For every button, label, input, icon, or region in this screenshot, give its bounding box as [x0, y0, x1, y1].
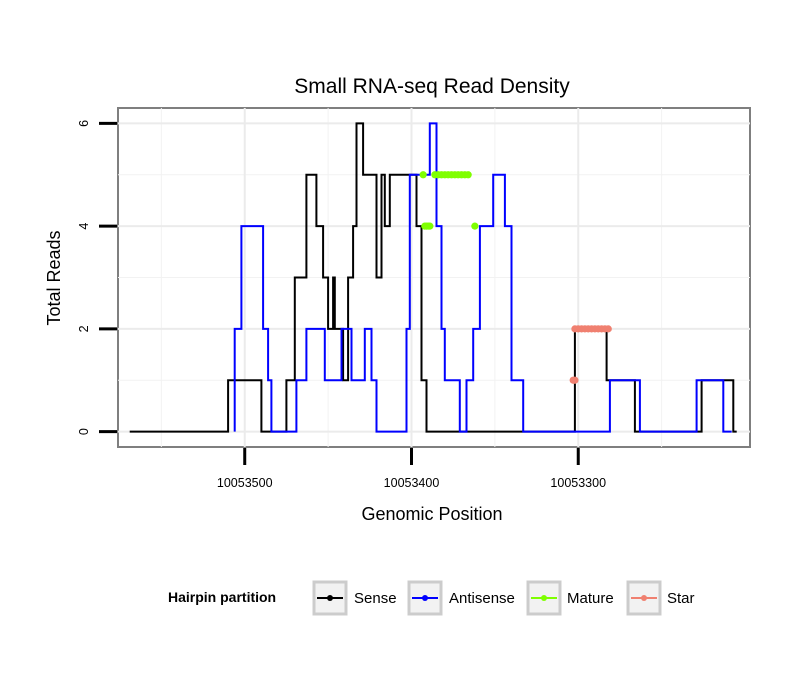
mature-point — [471, 222, 479, 230]
legend-label-star: Star — [667, 590, 695, 607]
grid-lines — [118, 108, 750, 447]
legend-label-sense: Sense — [354, 590, 397, 607]
series-points — [419, 171, 612, 384]
legend-dot-sense — [327, 595, 333, 601]
legend: Hairpin partition Sense Antisense Mature… — [168, 580, 695, 616]
y-axis-title: Total Reads — [44, 230, 64, 325]
star-point — [604, 325, 612, 333]
y-tick-label: 6 — [77, 120, 91, 127]
x-axis-title: Genomic Position — [361, 504, 502, 524]
series-line-antisense — [233, 122, 732, 433]
legend-label-antisense: Antisense — [449, 590, 515, 607]
y-tick-label: 2 — [77, 325, 91, 332]
y-tick-label: 0 — [77, 428, 91, 435]
chart-title: Small RNA-seq Read Density — [294, 75, 570, 98]
x-tick-label: 10053300 — [550, 476, 606, 490]
mature-point — [464, 171, 472, 179]
axes: 0 2 4 6 10053500 10053400 10053300 — [77, 120, 606, 490]
legend-dot-mature — [541, 595, 547, 601]
series-line-sense — [129, 122, 737, 433]
series-lines — [129, 122, 737, 433]
x-tick-label: 10053500 — [217, 476, 273, 490]
x-tick-label: 10053400 — [384, 476, 440, 490]
star-point — [569, 376, 577, 384]
y-tick-label: 4 — [77, 223, 91, 230]
legend-title: Hairpin partition — [168, 589, 276, 605]
legend-dot-star — [641, 595, 647, 601]
mature-point — [419, 171, 427, 179]
mature-point — [426, 222, 434, 230]
legend-dot-antisense — [422, 595, 428, 601]
legend-label-mature: Mature — [567, 590, 614, 607]
